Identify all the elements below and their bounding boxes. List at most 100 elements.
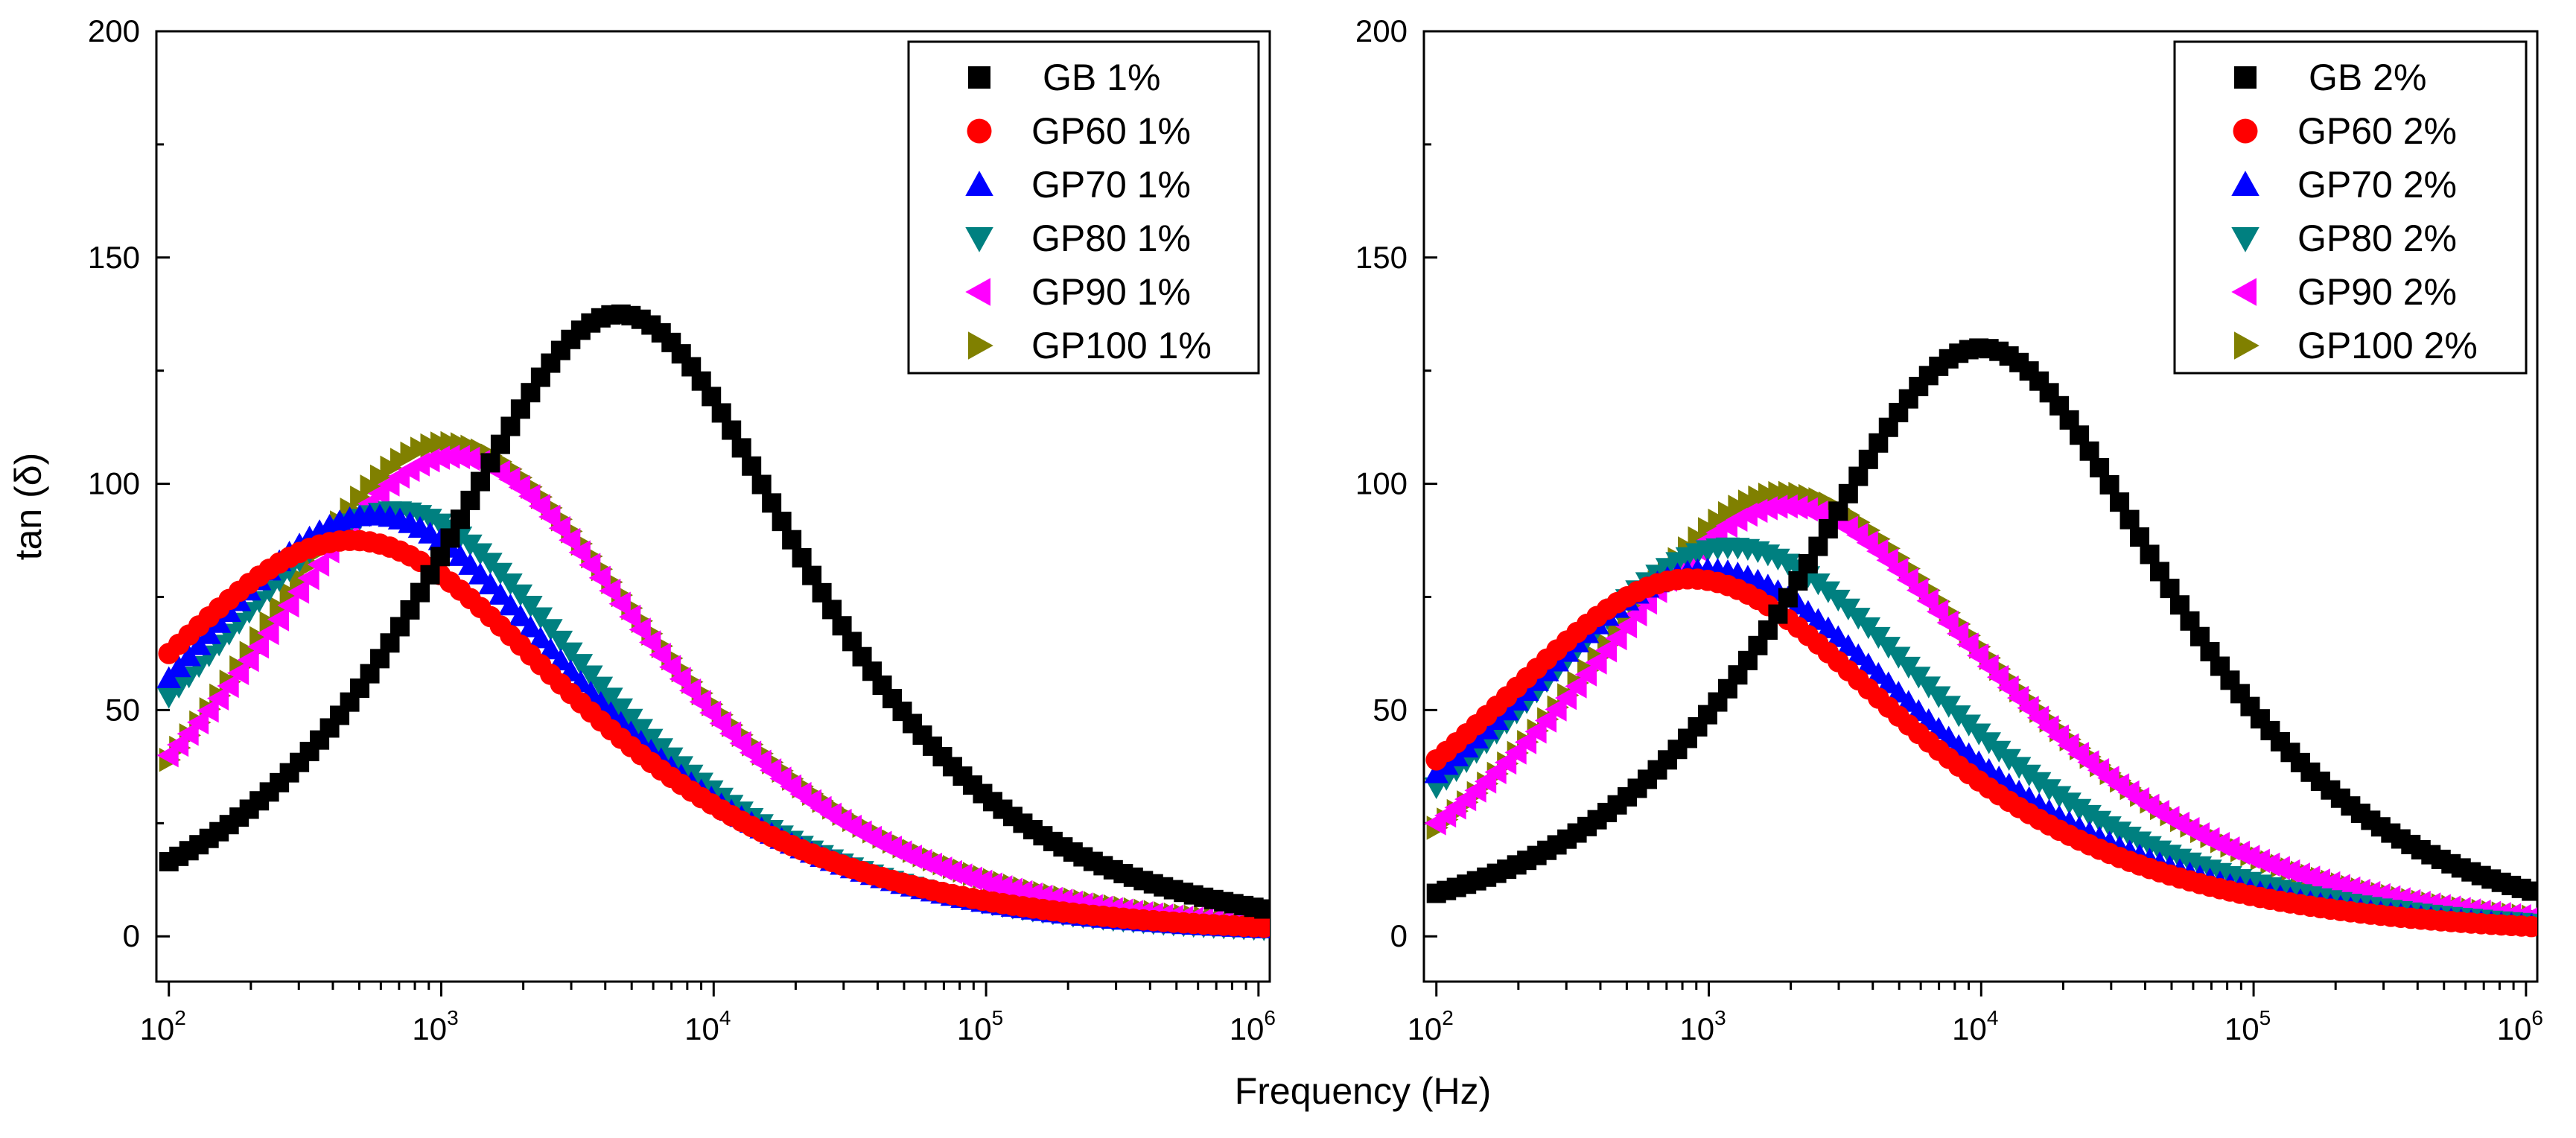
- data-point: [699, 700, 722, 725]
- data-point: [2047, 786, 2072, 808]
- data-point: [2006, 685, 2029, 711]
- data-point: [619, 604, 641, 629]
- y-tick-label: 150: [88, 240, 140, 275]
- data-point: [1997, 676, 2019, 700]
- data-point: [450, 509, 470, 530]
- x-tick-label: 106: [2497, 1006, 2543, 1046]
- data-point: [440, 528, 460, 548]
- data-point: [1605, 626, 1627, 651]
- data-point: [559, 642, 583, 664]
- data-point: [762, 493, 782, 513]
- data-point: [1856, 652, 1881, 675]
- data-point: [608, 591, 631, 616]
- data-point: [1967, 643, 1989, 668]
- data-point: [1484, 760, 1507, 784]
- series-gb-1-: [159, 304, 1270, 919]
- data-point: [1956, 632, 1979, 657]
- data-point: [1615, 614, 1638, 639]
- data-point: [257, 620, 279, 646]
- y-tick-label: 0: [123, 918, 140, 953]
- legend-label: GP70 2%: [2297, 164, 2457, 206]
- data-point: [1755, 496, 1778, 521]
- legend-marker: [2234, 331, 2259, 360]
- data-point: [470, 471, 490, 492]
- data-point: [1786, 495, 1808, 520]
- legend-box: [907, 40, 1260, 375]
- data-point: [722, 420, 742, 440]
- data-point: [380, 633, 400, 653]
- series-gp60-2-: [1425, 568, 2537, 938]
- data-point: [792, 547, 812, 568]
- data-point: [2067, 798, 2092, 821]
- data-point: [279, 581, 302, 606]
- legend: GB 1% GP60 1% GP70 1% GP80 1% GP90 1% GP100 1…: [907, 40, 1260, 375]
- data-point: [2057, 792, 2082, 815]
- data-point: [1775, 494, 1798, 519]
- data-point: [639, 630, 661, 655]
- data-point: [156, 687, 181, 709]
- data-point: [510, 399, 530, 419]
- y-tick-label: 50: [1373, 692, 1408, 727]
- y-tick-label: 0: [1390, 918, 1408, 953]
- legend-marker: [965, 227, 993, 252]
- data-point: [1936, 610, 1959, 635]
- data-point: [420, 565, 440, 585]
- data-point: [156, 743, 179, 768]
- data-point: [579, 665, 603, 687]
- data-point: [538, 504, 561, 530]
- legend-marker: [965, 278, 990, 306]
- data-point: [410, 582, 430, 603]
- data-point: [719, 721, 742, 746]
- data-point: [1524, 719, 1547, 744]
- data-point: [538, 638, 563, 660]
- data-point: [669, 667, 691, 691]
- y-axis-title: tan (δ): [7, 453, 49, 561]
- data-point: [1514, 730, 1537, 754]
- data-point: [448, 445, 470, 469]
- data-point: [1625, 602, 1647, 627]
- legend-label: GP100 2%: [2297, 325, 2478, 366]
- data-point: [270, 596, 292, 621]
- data-point: [711, 403, 731, 423]
- data-point: [2026, 772, 2052, 794]
- legend-label: GP90 1%: [1031, 271, 1191, 313]
- data-point: [427, 513, 453, 535]
- data-point: [1585, 650, 1607, 675]
- legend-box: [2173, 40, 2528, 375]
- legend-marker: [967, 118, 992, 144]
- legend: GB 2% GP60 2% GP70 2% GP80 2% GP90 2% GP100 2…: [2173, 40, 2528, 375]
- series-gp80-2-: [1424, 537, 2537, 935]
- data-point: [390, 617, 410, 637]
- data-point: [518, 615, 543, 638]
- y-tick-label: 200: [1355, 13, 1408, 48]
- data-point: [588, 565, 611, 591]
- data-point: [1927, 600, 1949, 624]
- data-point: [480, 453, 500, 473]
- data-point: [2087, 810, 2112, 833]
- data-point: [649, 643, 671, 667]
- data-point: [679, 678, 702, 703]
- data-point: [1534, 708, 1557, 733]
- data-point: [197, 698, 219, 723]
- data-point: [2099, 474, 2119, 495]
- data-point: [1504, 740, 1527, 765]
- data-point: [702, 387, 722, 407]
- data-point: [528, 494, 550, 518]
- data-point: [1947, 621, 1969, 646]
- data-point: [478, 572, 503, 594]
- data-point: [508, 584, 533, 607]
- data-point: [1565, 674, 1587, 699]
- y-tick-label: 100: [1355, 466, 1408, 501]
- legend-marker: [2231, 171, 2259, 196]
- legend-marker: [968, 66, 990, 89]
- data-point: [1836, 634, 1861, 656]
- data-point: [1876, 671, 1901, 693]
- data-point: [568, 654, 594, 676]
- data-point: [731, 438, 751, 458]
- data-point: [1545, 697, 1567, 722]
- data-point: [1808, 536, 1828, 556]
- data-point: [167, 655, 191, 678]
- data-point: [167, 732, 189, 757]
